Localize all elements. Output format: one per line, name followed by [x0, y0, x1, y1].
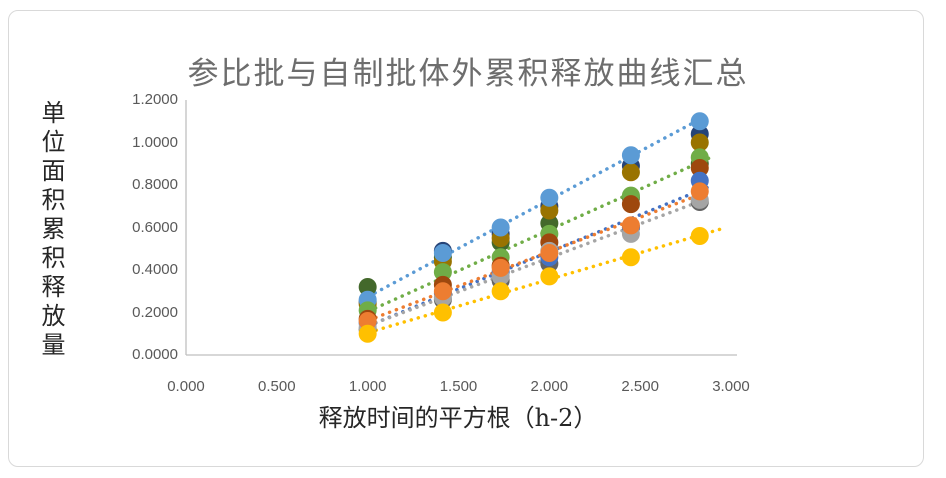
data-point-light-blue	[621, 146, 640, 165]
trendline-orange	[360, 189, 711, 325]
data-point-dark-gold	[540, 201, 559, 220]
data-point-light-blue	[433, 244, 452, 262]
data-point-dark-orange	[621, 195, 640, 214]
trendline-light-blue	[360, 112, 711, 302]
chart-border-frame	[8, 10, 924, 467]
x-tick-label: 1.000	[348, 378, 387, 395]
data-point-light-blue	[540, 188, 559, 207]
data-point-orange	[690, 182, 709, 201]
x-tick-label: 1.500	[439, 378, 478, 395]
data-point-orange	[540, 244, 559, 262]
data-point-gold	[358, 324, 377, 343]
data-point-orange	[621, 216, 640, 235]
data-point-dark-gold	[690, 133, 709, 152]
x-tick-label: 3.000	[712, 378, 750, 395]
data-point-gold	[433, 303, 452, 322]
y-tick-label: 1.2000	[132, 91, 178, 108]
x-tick-label: 0.500	[258, 378, 296, 395]
x-tick-label: 2.000	[530, 378, 569, 395]
y-tick-label: 0.6000	[132, 218, 178, 236]
data-point-gold	[491, 282, 510, 301]
data-point-dark-orange	[690, 159, 709, 177]
y-axis-title: 单位面积累积释放量	[37, 100, 65, 361]
chart-title: 参比批与自制批体外累积释放曲线汇总	[187, 56, 749, 92]
data-point-orange	[433, 282, 452, 301]
data-point-light-blue	[690, 112, 709, 131]
x-tick-label: 0.000	[167, 378, 205, 395]
data-point-orange	[358, 312, 377, 330]
trendline-blue	[360, 184, 711, 331]
data-point-gold	[621, 248, 640, 267]
data-point-dark-gold	[621, 163, 640, 182]
x-axis-title: 释放时间的平方根（h-2）	[318, 404, 598, 432]
data-point-green	[433, 263, 452, 282]
y-tick-label: 0.2000	[132, 303, 178, 321]
data-point-light-blue	[491, 218, 510, 237]
x-tick-label: 2.500	[621, 378, 659, 395]
data-point-gold	[690, 227, 709, 245]
trendline-gray	[360, 196, 711, 330]
data-point-orange	[491, 258, 510, 277]
trendline-gold	[360, 226, 724, 337]
data-point-dark-green	[358, 278, 377, 296]
y-tick-label: 0.4000	[132, 261, 178, 278]
y-tick-label: 0.0000	[132, 346, 178, 363]
data-point-gold	[540, 267, 559, 286]
y-tick-label: 1.0000	[132, 133, 178, 151]
trendline-green	[360, 156, 711, 316]
y-tick-label: 0.8000	[132, 176, 178, 193]
